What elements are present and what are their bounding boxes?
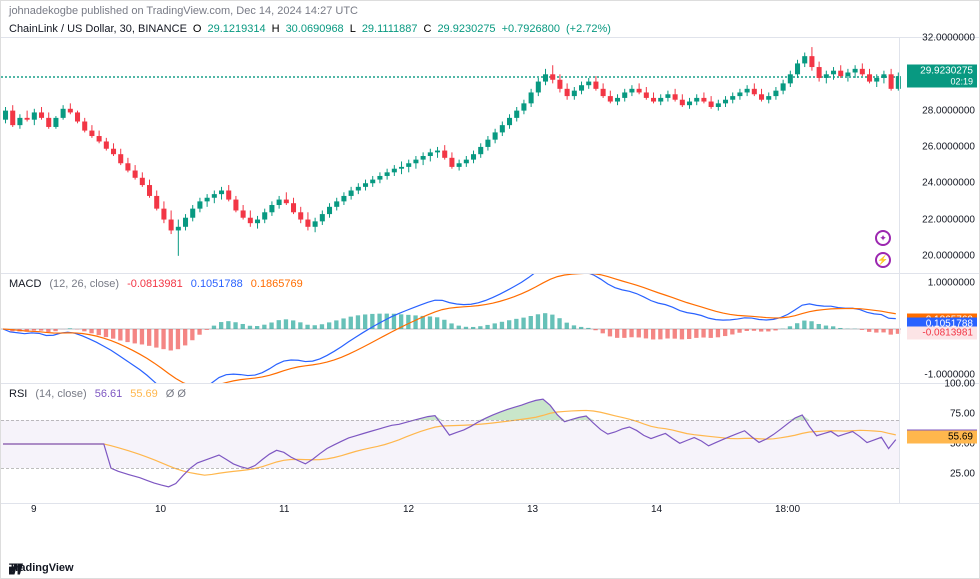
ohlc-l-label: L (350, 23, 356, 35)
tradingview-logo[interactable]: TradingView (9, 562, 74, 574)
rsi-extra: Ø Ø (166, 388, 186, 400)
rsi-yaxis[interactable]: 100.0075.0050.0025.0056.6155.69 (899, 384, 979, 503)
bolt-icon[interactable]: ⚡ (875, 252, 891, 268)
time-axis[interactable]: 9101112131418:00 (1, 503, 979, 527)
ohlc-h: 30.0690968 (286, 23, 344, 35)
xtick: 10 (155, 504, 279, 527)
ohlc-l: 29.1111887 (362, 23, 418, 35)
xtick: 12 (403, 504, 527, 527)
rsi-pane[interactable]: RSI (14, close) 56.61 55.69 Ø Ø 100.0075… (1, 383, 979, 503)
symbol-legend: ChainLink / US Dollar, 30, BINANCE O 29.1… (1, 21, 979, 37)
ytick: 32.0000000 (922, 33, 975, 44)
macd-legend: MACD (12, 26, close) -0.0813981 0.105178… (9, 278, 303, 290)
plus-icon[interactable]: ✦ (875, 230, 891, 246)
tv-icon (9, 562, 23, 576)
rsi-badge: 55.69 (907, 431, 977, 444)
rsi-val: 56.61 (95, 388, 123, 400)
ytick: 26.0000000 (922, 141, 975, 152)
ohlc-o: 29.1219314 (207, 23, 265, 35)
xtick: 9 (31, 504, 155, 527)
ytick: 75.00 (950, 409, 975, 420)
macd-pane[interactable]: MACD (12, 26, close) -0.0813981 0.105178… (1, 273, 979, 383)
rsi-legend: RSI (14, close) 56.61 55.69 Ø Ø (9, 388, 186, 400)
rsi-band-line (1, 420, 899, 421)
price-chart (1, 38, 901, 274)
rsi-band-line (1, 468, 899, 469)
macd-chart (1, 274, 901, 384)
ohlc-c-label: C (423, 23, 431, 35)
macd-hist-val: -0.0813981 (127, 278, 183, 290)
xtick: 11 (279, 504, 403, 527)
macd-badge: -0.0813981 (907, 326, 977, 339)
rsi-params: (14, close) (35, 388, 86, 400)
change-abs: +0.7926800 (502, 23, 560, 35)
ohlc-o-label: O (193, 23, 202, 35)
ohlc-h-label: H (272, 23, 280, 35)
rsi-ma-val: 55.69 (130, 388, 158, 400)
ytick: 100.00 (944, 379, 975, 390)
macd-yaxis[interactable]: 1.0000000-1.00000000.18657690.1051788-0.… (899, 274, 979, 383)
ytick: 24.0000000 (922, 178, 975, 189)
rsi-label: RSI (9, 388, 27, 400)
xtick: 14 (651, 504, 775, 527)
ytick: 28.0000000 (922, 105, 975, 116)
macd-sig-val: 0.1865769 (251, 278, 303, 290)
change-pct: (+2.72%) (566, 23, 611, 35)
xtick: 13 (527, 504, 651, 527)
price-badge: 29.923027502:19 (907, 64, 977, 87)
ytick: 1.0000000 (928, 278, 975, 289)
price-yaxis[interactable]: 32.000000030.000000028.000000026.0000000… (899, 38, 979, 273)
ytick: 20.0000000 (922, 250, 975, 261)
byline: johnadekogbe published on TradingView.co… (1, 1, 979, 21)
pair-name[interactable]: ChainLink / US Dollar, 30, BINANCE (9, 23, 187, 35)
xtick: 18:00 (775, 504, 899, 527)
rsi-chart (1, 384, 901, 504)
macd-label: MACD (9, 278, 41, 290)
price-pane[interactable]: 32.000000030.000000028.000000026.0000000… (1, 37, 979, 273)
ytick: 25.00 (950, 469, 975, 480)
ytick: 22.0000000 (922, 214, 975, 225)
macd-params: (12, 26, close) (49, 278, 119, 290)
ohlc-c: 29.9230275 (437, 23, 495, 35)
macd-line-val: 0.1051788 (191, 278, 243, 290)
